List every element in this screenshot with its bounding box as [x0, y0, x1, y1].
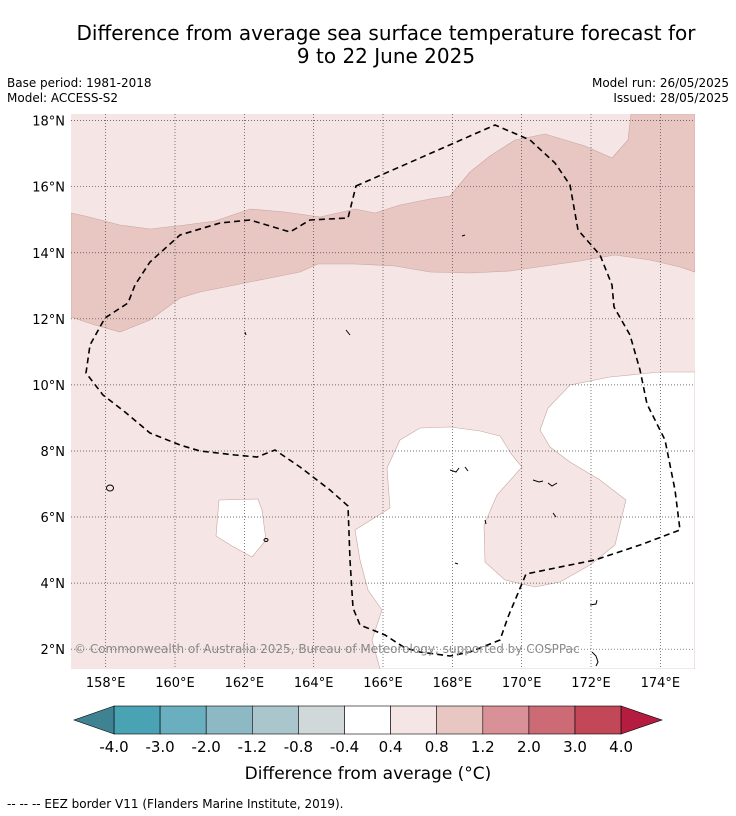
lat-tick-label: 16°N [32, 181, 65, 196]
meta-left: Base period: 1981-2018 Model: ACCESS-S2 [7, 76, 152, 106]
map-axes: 158°E 160°E 162°E 164°E 166°E 168°E 170°E 172°E… [32, 115, 680, 691]
lon-tick-label: 160°E [155, 676, 195, 691]
colorbar-tick-label: -0.8 [283, 738, 314, 756]
colorbar-segment [205, 705, 253, 735]
lat-tick-label: 10°N [32, 379, 65, 394]
lon-tick-label: 170°E [502, 676, 542, 691]
lat-tick-label: 8°N [41, 445, 66, 460]
lon-tick-label: 166°E [363, 676, 403, 691]
map-grid [71, 114, 695, 669]
lon-tick-label: 162°E [225, 676, 265, 691]
colorbar-segment [574, 705, 622, 735]
lon-tick-label: 174°E [641, 676, 681, 691]
chart-title: Difference from average sea surface temp… [0, 22, 736, 68]
lat-tick-label: 14°N [32, 247, 65, 262]
colorbar-segment [390, 705, 438, 735]
anomaly-band-neutral-east [354, 371, 695, 669]
title-line-1: Difference from average sea surface temp… [76, 21, 696, 45]
colorbar-segment [113, 705, 161, 735]
colorbar-tick-label: 0.4 [378, 738, 403, 756]
anomaly-band-neutral-west [215, 498, 267, 558]
model-name: Model: ACCESS-S2 [7, 91, 119, 105]
lon-tick-label: 168°E [433, 676, 473, 691]
copyright-notice: © Commonwealth of Australia 2025, Bureau… [74, 642, 580, 656]
title-line-2: 9 to 22 June 2025 [296, 44, 476, 68]
colorbar-tick-label: -0.4 [329, 738, 360, 756]
colorbar-tick-label: 1.2 [470, 738, 495, 756]
lon-tick-label: 164°E [294, 676, 334, 691]
colorbar-segment [252, 705, 299, 735]
meta-right: Model run: 26/05/2025 Issued: 28/05/2025 [592, 76, 729, 106]
islands [106, 234, 599, 667]
colorbar-tick-label: -2.0 [191, 738, 221, 756]
colorbar [73, 705, 663, 735]
colorbar-over-arrow [620, 705, 663, 735]
colorbar-segment [298, 705, 345, 735]
base-period: Base period: 1981-2018 [7, 76, 152, 90]
eez-border [85, 124, 681, 657]
issue-date: Issued: 28/05/2025 [613, 91, 729, 105]
lon-tick-label: 172°E [571, 676, 611, 691]
colorbar-tick-label: 2.0 [516, 738, 541, 756]
colorbar-segment [482, 705, 530, 735]
colorbar-title: Difference from average (°C) [244, 764, 492, 784]
colorbar-tick-label: -4.0 [99, 738, 129, 756]
colorbar-tick-label: -1.2 [237, 738, 267, 756]
lat-tick-label: 18°N [32, 115, 65, 130]
colorbar-tick-label: 4.0 [609, 738, 634, 756]
eez-note: -- -- -- EEZ border V11 (Flanders Marine… [7, 797, 344, 811]
colorbar-segment [159, 705, 207, 735]
lat-tick-label: 2°N [41, 643, 66, 658]
colorbar-segment [436, 705, 484, 735]
lat-tick-label: 12°N [32, 313, 65, 328]
lat-tick-label: 6°N [41, 511, 66, 526]
lon-tick-label: 158°E [86, 676, 126, 691]
colorbar-tick-label: 0.8 [424, 738, 449, 756]
map-plot-area: © Commonwealth of Australia 2025, Bureau… [71, 114, 695, 669]
colorbar-tick-label: -3.0 [145, 738, 175, 756]
colorbar-segment [528, 705, 576, 735]
colorbar-under-arrow [73, 705, 115, 735]
lat-tick-label: 4°N [41, 577, 66, 592]
colorbar-segment [344, 705, 391, 735]
colorbar-tick-label: 3.0 [563, 738, 587, 756]
model-run: Model run: 26/05/2025 [591, 76, 729, 90]
